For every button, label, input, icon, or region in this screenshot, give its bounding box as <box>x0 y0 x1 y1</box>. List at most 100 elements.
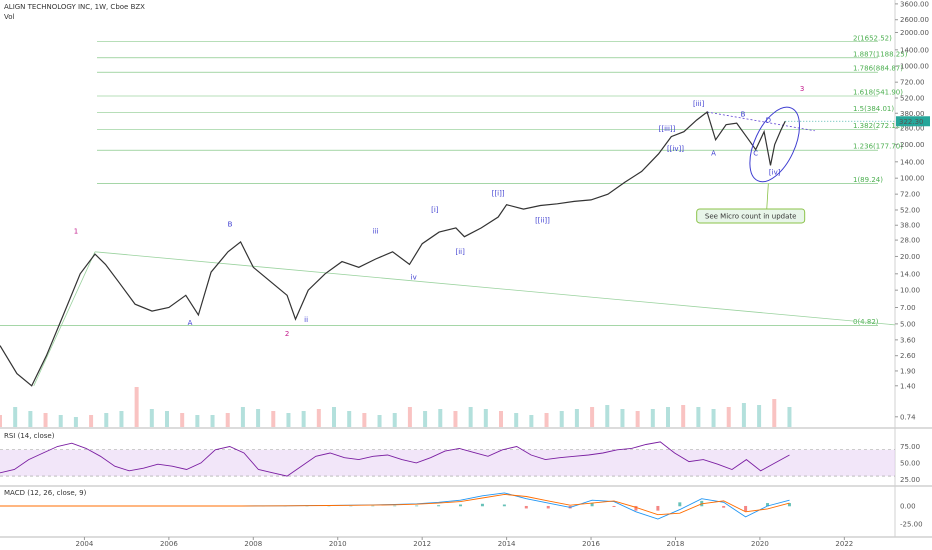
y-tick-label: 1.90 <box>900 367 916 375</box>
macd-tick-label: -25.00 <box>900 521 923 529</box>
ellipse-annotation <box>749 106 800 183</box>
volume-bar <box>483 409 488 427</box>
rsi-pane: 75.00 50.00 25.00 <box>0 441 920 484</box>
y-tick-label: 28.00 <box>900 237 920 245</box>
trendline <box>33 251 96 386</box>
macd-histogram-bar <box>787 503 791 507</box>
volume-label: Vol <box>4 13 15 21</box>
volume-bar <box>301 411 306 427</box>
volume-bar <box>134 387 139 427</box>
wave-label: ii <box>304 316 308 324</box>
volume-bar <box>605 405 610 427</box>
volume-bar <box>225 413 230 427</box>
macd-histogram-bar <box>393 505 397 507</box>
rsi-tick-label: 50.00 <box>900 459 920 467</box>
volume-bar <box>119 411 124 427</box>
macd-histogram-bar <box>371 505 375 507</box>
price-tag <box>896 116 930 127</box>
volume-bar <box>240 407 245 427</box>
macd-histogram-bar <box>437 505 441 507</box>
wave-label: [[ii]] <box>535 217 550 225</box>
volume-bar <box>210 415 215 427</box>
y-tick-label: 3.60 <box>900 336 916 344</box>
volume-bar <box>256 409 261 427</box>
wave-label-major: 1 <box>74 228 78 236</box>
volume-bar <box>407 407 412 427</box>
time-axis[interactable]: 2004 2006 2008 2010 2012 2014 2016 2018 2020 2022 <box>76 537 854 548</box>
volume-bar <box>741 403 746 427</box>
rsi-label: RSI (14, close) <box>4 432 55 440</box>
y-tick-label: 2600.00 <box>900 16 929 24</box>
volume-bar <box>0 415 2 427</box>
x-tick-label: 2004 <box>76 540 94 548</box>
volume-bar <box>438 409 443 427</box>
y-tick-label: 72.00 <box>900 191 920 199</box>
y-tick-label: 7.00 <box>900 304 916 312</box>
macd-tick-label: 0.00 <box>900 502 916 510</box>
wave-label: [[iv]] <box>667 145 684 153</box>
volume-bar <box>635 411 640 427</box>
y-tick-label: 720.00 <box>900 79 925 87</box>
x-tick-label: 2014 <box>498 540 516 548</box>
y-tick-label: 38.00 <box>900 222 920 230</box>
y-tick-label: 14.00 <box>900 270 920 278</box>
y-tick-label: 380.00 <box>900 110 925 118</box>
chart-title: ALIGN TECHNOLOGY INC, 1W, Cboe BZX <box>4 3 145 11</box>
macd-histogram-bar <box>744 505 748 512</box>
volume-bar <box>590 407 595 427</box>
x-tick-label: 2016 <box>582 540 600 548</box>
wave-label: B <box>228 221 233 229</box>
volume-bar <box>58 415 63 427</box>
current-price-label: 322.30 <box>899 118 924 126</box>
x-tick-label: 2018 <box>667 540 685 548</box>
volume-bar <box>574 409 579 427</box>
macd-histogram-bar <box>634 505 638 511</box>
macd-histogram-bar <box>415 505 419 507</box>
y-tick-label: 52.00 <box>900 206 920 214</box>
y-tick-label: 2000.00 <box>900 29 929 37</box>
annotation-box <box>696 208 806 224</box>
y-tick-label: 140.00 <box>900 158 925 166</box>
volume-bar <box>544 413 549 427</box>
volume-bar <box>453 411 458 427</box>
fib-label: 1.618(541.90) <box>853 88 903 96</box>
fib-label: 1.786(884.87) <box>853 65 903 73</box>
volume-bar <box>180 413 185 427</box>
volume-bar <box>28 411 33 427</box>
rsi-line <box>0 441 790 477</box>
volume-bar <box>43 413 48 427</box>
fib-label: 1.887(1188.25) <box>853 50 908 58</box>
y-tick-label: 520.00 <box>900 94 925 102</box>
macd-pane: 0.00 -25.00 <box>0 492 923 529</box>
y-tick-label: 20.00 <box>900 253 920 261</box>
volume-bar <box>73 417 78 427</box>
volume-bar <box>271 411 276 427</box>
x-tick-label: 2020 <box>751 540 769 548</box>
y-tick-label: 2.60 <box>900 352 916 360</box>
wave-label: B <box>741 111 746 119</box>
wave-label: A <box>711 149 716 157</box>
volume-bar <box>423 411 428 427</box>
y-tick-label: 0.74 <box>900 413 916 421</box>
y-tick-label: 280.00 <box>900 125 925 133</box>
volume-bar <box>772 399 777 427</box>
annotation-text: See Micro count in update <box>705 212 797 220</box>
wave-label: [i] <box>431 206 439 214</box>
fib-levels: 2(1652.52) 1.887(1188.25) 1.786(884.87) 1.6… <box>0 34 908 326</box>
volume-bar <box>666 407 671 427</box>
volume-bar <box>499 411 504 427</box>
rsi-tick-label: 75.00 <box>900 443 920 451</box>
macd-histogram-bar <box>766 503 770 507</box>
volume-bar <box>696 407 701 427</box>
volume-bar <box>165 411 170 427</box>
y-tick-label: 1400.00 <box>900 46 929 54</box>
trendlines <box>33 111 896 386</box>
price-axis[interactable]: 3600.00 2600.00 2000.00 1400.00 1000.00 720.0… <box>785 0 930 421</box>
volume-bar <box>362 413 367 427</box>
wave-label: D <box>766 116 771 124</box>
volume-bar <box>529 415 534 427</box>
wave-label: [[iii]] <box>659 125 676 133</box>
y-tick-label: 3600.00 <box>900 0 929 8</box>
wave-label: [iii] <box>693 100 705 108</box>
